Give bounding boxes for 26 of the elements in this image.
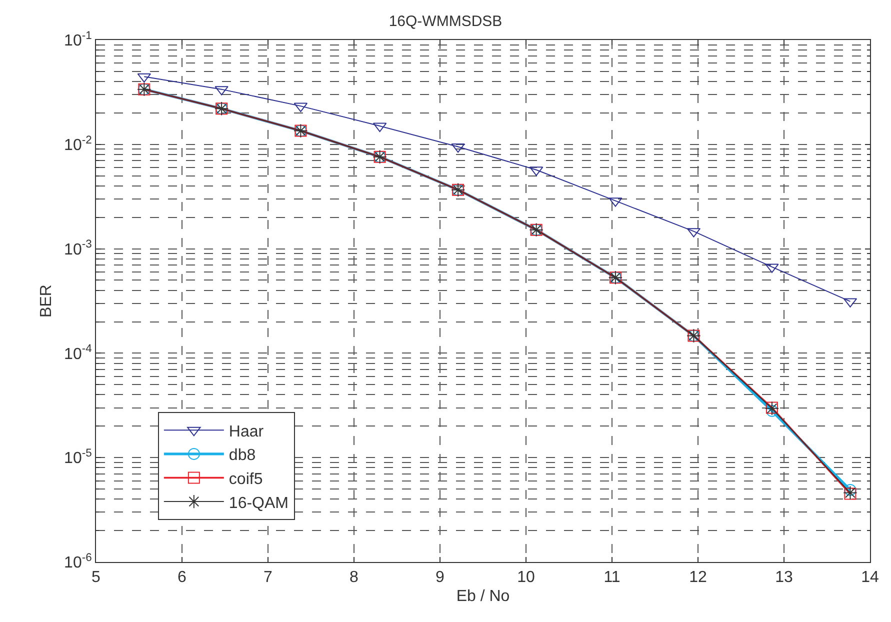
point [766, 404, 778, 417]
y-tick-label: 10$^{-4}$ [64, 343, 92, 363]
x-tick-label: 12 [689, 569, 707, 586]
legend-label: coif5 [228, 470, 263, 488]
legend-label: Haar [228, 423, 264, 440]
y-tick-label: 10$^{-1}$ [64, 30, 92, 50]
x-tick-label: 10 [517, 569, 535, 586]
y-tick-label: 10$^{-5}$ [64, 447, 92, 468]
legend-label: 16-QAM [228, 494, 288, 512]
y-tick-label: 10$^{-2}$ [64, 134, 92, 154]
point [451, 143, 465, 153]
x-tick-label: 8 [350, 569, 359, 586]
chart-title: 16Q-WMMSDSB [388, 13, 502, 30]
point [844, 484, 856, 496]
x-tick-label: 11 [604, 569, 620, 586]
x-tick-label: 7 [264, 569, 273, 586]
y-tick-label: 10$^{-3}$ [64, 238, 92, 258]
x-axis-title: Eb / No [456, 588, 510, 605]
legend-label: db8 [228, 447, 256, 464]
x-tick-label: 5 [92, 569, 101, 586]
x-tick-label: 14 [861, 569, 879, 586]
y-tick-label: 10$^{-6}$ [64, 552, 92, 572]
x-tick-label: 13 [775, 569, 793, 586]
y-axis-title: BER [38, 284, 55, 318]
x-tick-label: 6 [178, 569, 187, 586]
x-tick-label: 9 [436, 569, 445, 586]
